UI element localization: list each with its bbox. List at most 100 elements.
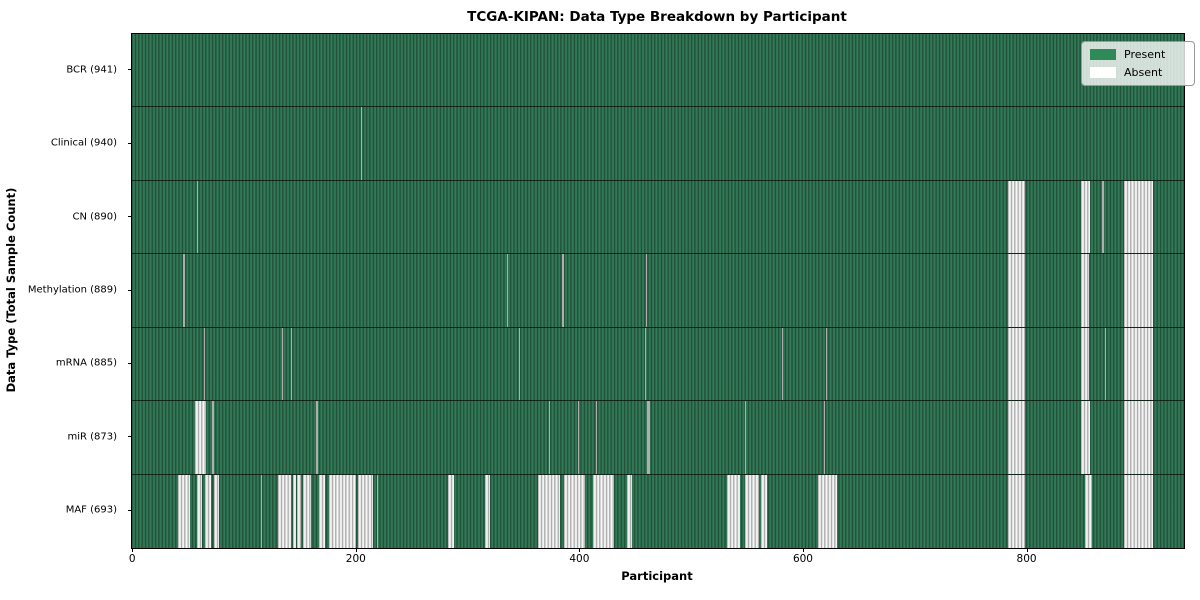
x-tick-mark xyxy=(355,548,357,552)
absent-stripe xyxy=(1081,327,1089,401)
absent-stripe xyxy=(183,254,185,327)
absent-stripe xyxy=(196,180,199,254)
absent-stripe xyxy=(260,474,262,548)
absent-stripe xyxy=(1104,327,1106,401)
x-tick-mark xyxy=(579,548,581,552)
absent-stripe xyxy=(595,401,598,474)
y-tick-mark xyxy=(127,362,131,365)
y-axis-title: Data Type (Total Sample Count) xyxy=(4,187,18,393)
absent-stripe xyxy=(318,474,326,548)
absent-stripe xyxy=(357,474,374,548)
absent-stripe xyxy=(297,474,301,548)
x-axis-title: Participant xyxy=(621,569,693,583)
absent-stripe xyxy=(548,401,551,474)
y-tick-mark xyxy=(127,509,131,511)
x-tick-label: 600 xyxy=(792,553,813,565)
absent-stripe xyxy=(1123,180,1153,254)
y-tick-mark xyxy=(127,289,131,291)
absent-stripe xyxy=(203,327,205,401)
absent-stripe xyxy=(316,401,318,474)
absent-stripe xyxy=(761,474,767,548)
y-tick-label: mRNA (885) xyxy=(55,357,117,369)
x-tick-label: 800 xyxy=(1016,553,1037,565)
y-tick-label: Clinical (940) xyxy=(50,137,117,149)
absent-stripe xyxy=(1102,180,1104,254)
y-tick-label: BCR (941) xyxy=(66,64,117,76)
row-band-maf xyxy=(132,474,1184,548)
absent-stripe xyxy=(1008,327,1026,401)
absent-stripe xyxy=(281,327,283,401)
absent-stripe xyxy=(1081,180,1091,254)
absent-stripe xyxy=(1008,254,1026,327)
x-tick-mark xyxy=(1026,548,1028,552)
absent-stripe xyxy=(537,474,561,548)
absent-stripe xyxy=(1123,401,1153,474)
absent-stripe xyxy=(177,474,191,548)
x-tick-mark xyxy=(802,548,805,552)
absent-stripe xyxy=(726,474,741,548)
absent-stripe xyxy=(292,474,297,548)
absent-stripe xyxy=(744,401,746,474)
present-swatch-icon xyxy=(1090,49,1116,60)
absent-stripe xyxy=(213,474,220,548)
absent-swatch-icon xyxy=(1090,67,1116,78)
y-tick-label: Methylation (889) xyxy=(27,284,117,296)
y-tick-label: MAF (693) xyxy=(65,504,117,516)
absent-stripe xyxy=(518,327,520,401)
absent-stripe xyxy=(744,474,760,548)
y-tick-mark xyxy=(127,69,131,71)
x-tick-mark xyxy=(132,548,134,552)
y-tick-label: miR (873) xyxy=(67,431,117,443)
absent-stripe xyxy=(196,474,203,548)
absent-stripe xyxy=(826,327,828,401)
legend-label: Absent xyxy=(1124,66,1163,79)
plot-area xyxy=(131,33,1185,549)
y-tick-mark xyxy=(127,216,131,218)
y-tick-mark xyxy=(127,436,131,438)
absent-stripe xyxy=(645,327,647,401)
absent-stripe xyxy=(1123,327,1153,401)
absent-stripe xyxy=(506,254,508,327)
absent-stripe xyxy=(361,107,363,180)
absent-stripe xyxy=(1123,474,1153,548)
absent-stripe xyxy=(578,401,580,474)
absent-stripe xyxy=(824,401,826,474)
absent-stripe xyxy=(448,474,454,548)
absent-stripe xyxy=(485,474,490,548)
absent-stripe xyxy=(562,254,564,327)
row-band-methylation xyxy=(132,254,1184,328)
row-band-mir xyxy=(132,401,1184,475)
absent-stripe xyxy=(204,474,212,548)
row-band-bcr xyxy=(132,34,1184,108)
absent-stripe xyxy=(592,474,614,548)
absent-stripe xyxy=(563,474,585,548)
absent-stripe xyxy=(1084,474,1093,548)
legend-entry-absent: Absent xyxy=(1090,66,1186,79)
absent-stripe xyxy=(194,401,206,474)
absent-stripe xyxy=(278,474,291,548)
row-band-clinical xyxy=(132,107,1184,181)
row-band-mrna xyxy=(132,327,1184,402)
absent-stripe xyxy=(781,327,783,401)
absent-stripe xyxy=(212,401,214,474)
row-band-cn xyxy=(132,180,1184,255)
absent-stripe xyxy=(290,327,292,401)
absent-stripe xyxy=(627,474,632,548)
legend-entry-present: Present xyxy=(1090,48,1186,61)
absent-stripe xyxy=(328,474,356,548)
absent-stripe xyxy=(376,474,379,548)
x-tick-label: 400 xyxy=(569,553,590,565)
absent-stripe xyxy=(1008,401,1026,474)
y-tick-mark xyxy=(127,142,131,144)
absent-stripe xyxy=(1081,254,1089,327)
x-tick-label: 0 xyxy=(128,553,136,565)
legend-label: Present xyxy=(1124,48,1166,61)
legend: Present Absent xyxy=(1081,41,1195,86)
y-tick-label: CN (890) xyxy=(72,211,117,223)
absent-stripe xyxy=(647,401,650,474)
absent-stripe xyxy=(1123,254,1153,327)
absent-stripe xyxy=(1008,474,1026,548)
x-tick-label: 200 xyxy=(345,553,366,565)
absent-stripe xyxy=(646,254,648,327)
